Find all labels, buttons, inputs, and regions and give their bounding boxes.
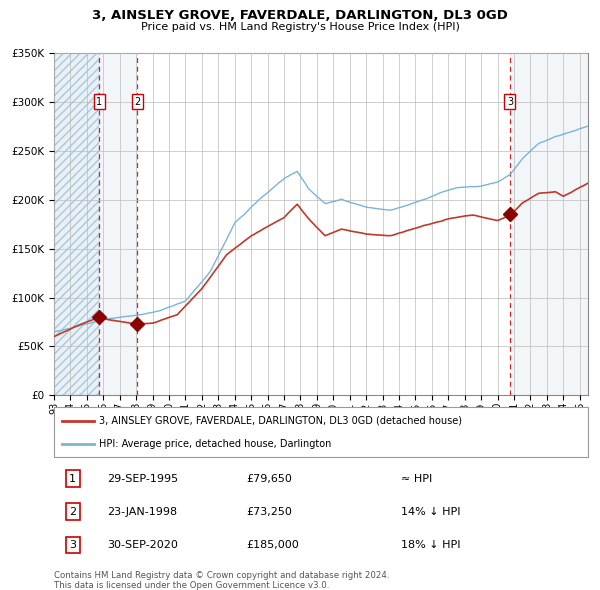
Text: 18% ↓ HPI: 18% ↓ HPI <box>401 540 461 550</box>
Text: 3: 3 <box>507 97 513 107</box>
Bar <box>54 53 99 395</box>
Text: ≈ HPI: ≈ HPI <box>401 474 433 484</box>
Text: £185,000: £185,000 <box>246 540 299 550</box>
Text: 23-JAN-1998: 23-JAN-1998 <box>107 507 178 517</box>
Text: 3, AINSLEY GROVE, FAVERDALE, DARLINGTON, DL3 0GD: 3, AINSLEY GROVE, FAVERDALE, DARLINGTON,… <box>92 9 508 22</box>
Bar <box>54 53 99 395</box>
Text: 2: 2 <box>69 507 76 517</box>
Text: This data is licensed under the Open Government Licence v3.0.: This data is licensed under the Open Gov… <box>54 581 329 589</box>
Text: 1: 1 <box>69 474 76 484</box>
Text: 14% ↓ HPI: 14% ↓ HPI <box>401 507 461 517</box>
Text: Contains HM Land Registry data © Crown copyright and database right 2024.: Contains HM Land Registry data © Crown c… <box>54 571 389 580</box>
Text: £73,250: £73,250 <box>246 507 292 517</box>
Text: 1: 1 <box>96 97 102 107</box>
FancyBboxPatch shape <box>54 407 588 457</box>
Text: 2: 2 <box>134 97 140 107</box>
Text: HPI: Average price, detached house, Darlington: HPI: Average price, detached house, Darl… <box>100 439 332 449</box>
Bar <box>510 53 588 395</box>
Text: 29-SEP-1995: 29-SEP-1995 <box>107 474 179 484</box>
Text: Price paid vs. HM Land Registry's House Price Index (HPI): Price paid vs. HM Land Registry's House … <box>140 22 460 32</box>
Text: 30-SEP-2020: 30-SEP-2020 <box>107 540 178 550</box>
Text: 3, AINSLEY GROVE, FAVERDALE, DARLINGTON, DL3 0GD (detached house): 3, AINSLEY GROVE, FAVERDALE, DARLINGTON,… <box>100 415 463 425</box>
Bar <box>99 53 137 395</box>
Text: 3: 3 <box>69 540 76 550</box>
Text: £79,650: £79,650 <box>246 474 292 484</box>
